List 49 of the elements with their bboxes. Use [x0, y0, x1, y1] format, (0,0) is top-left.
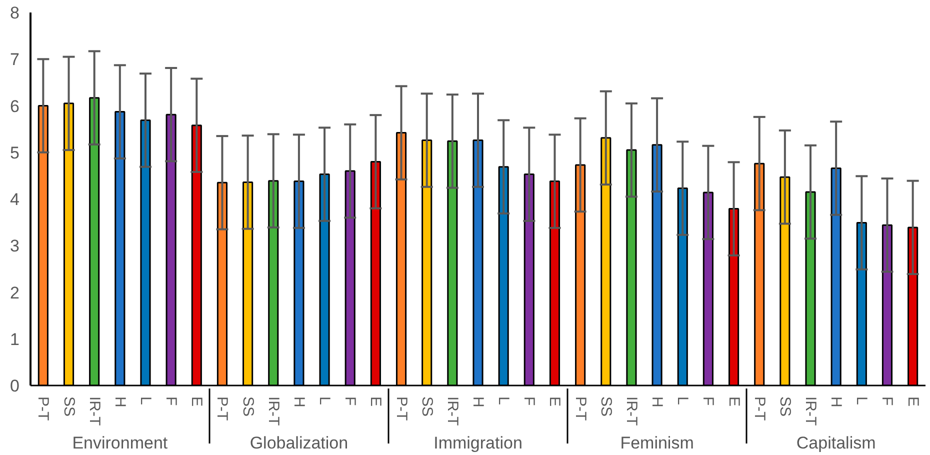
text: H [828, 396, 845, 408]
text: E [904, 396, 922, 407]
text: SS [418, 396, 436, 417]
text: F [700, 396, 717, 406]
text: L [136, 396, 154, 405]
text: H [111, 396, 128, 408]
text: E [725, 396, 742, 407]
x-tick-label: Capitalism [796, 434, 876, 453]
text: P-T [750, 396, 768, 421]
text: SS [776, 396, 794, 417]
text: IR-T [264, 396, 282, 426]
text: IR-T [802, 396, 820, 426]
text: L [853, 396, 870, 405]
text: IR-T [622, 396, 640, 426]
text: E [367, 396, 384, 407]
text: H [648, 396, 666, 408]
y-tick-label: 8 [10, 4, 20, 22]
y-tick-label: 4 [10, 190, 20, 209]
text: L [495, 396, 512, 405]
text: F [520, 396, 538, 406]
x-tick-label: Globalization [250, 434, 348, 453]
text: SS [239, 396, 256, 417]
y-tick-label: 7 [10, 50, 20, 70]
y-tick-label: 5 [10, 143, 20, 162]
text: P-T [392, 396, 410, 421]
text: P-T [214, 396, 231, 421]
text: E [188, 396, 206, 407]
text: F [878, 396, 896, 406]
y-tick-label: 6 [10, 96, 20, 116]
y-tick-label: 1 [10, 330, 20, 349]
text: IR-T [86, 396, 103, 426]
x-tick-label: Environment [72, 434, 168, 453]
y-tick-label: 2 [10, 283, 20, 302]
text: P-T [34, 396, 52, 421]
text: F [162, 396, 180, 406]
text: L [316, 396, 334, 405]
text: L [674, 396, 692, 405]
text: SS [60, 396, 78, 417]
x-tick-label: Feminism [620, 434, 694, 453]
text: E [546, 396, 564, 407]
x-tick-label: Immigration [434, 434, 522, 453]
text: SS [597, 396, 614, 417]
text: P-T [572, 396, 589, 421]
text: IR-T [444, 396, 461, 426]
y-tick-label: 0 [10, 376, 20, 396]
text: F [342, 396, 359, 406]
text: H [470, 396, 486, 408]
y-tick-label: 3 [10, 236, 20, 256]
text: H [290, 396, 308, 408]
